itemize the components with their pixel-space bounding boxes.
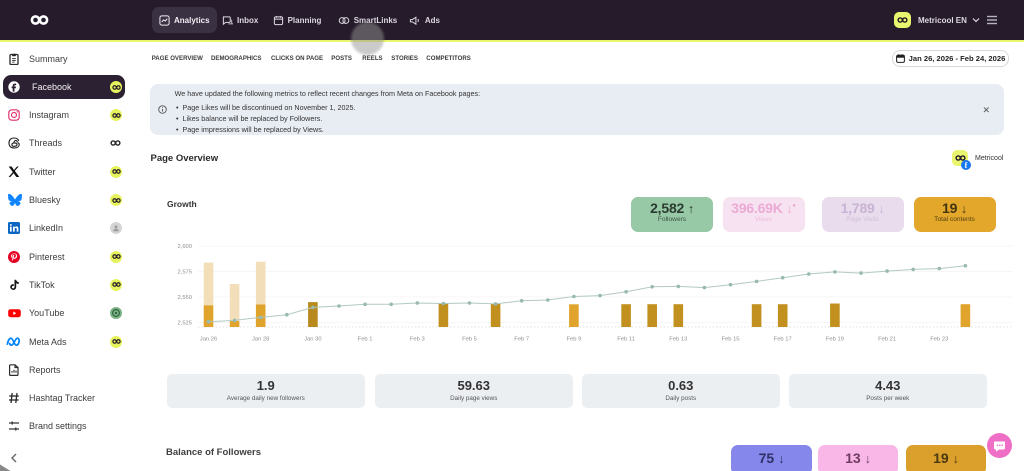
svg-text:Feb 3: Feb 3 — [410, 337, 425, 343]
svg-text:2,575: 2,575 — [177, 269, 192, 275]
svg-text:Feb 9: Feb 9 — [566, 337, 581, 343]
svg-text:Feb 19: Feb 19 — [826, 337, 844, 343]
svg-text:Feb 23: Feb 23 — [930, 337, 948, 343]
svg-text:2,550: 2,550 — [177, 295, 192, 301]
svg-text:Feb 5: Feb 5 — [462, 337, 477, 343]
svg-text:Jan 30: Jan 30 — [304, 337, 321, 343]
svg-text:2,525: 2,525 — [177, 321, 192, 327]
svg-text:Feb 1: Feb 1 — [358, 337, 373, 343]
svg-text:Feb 17: Feb 17 — [774, 337, 792, 343]
svg-text:Jan 26: Jan 26 — [200, 337, 217, 343]
svg-text:Feb 11: Feb 11 — [617, 337, 635, 343]
svg-text:Feb 13: Feb 13 — [669, 337, 687, 343]
svg-text:Feb 21: Feb 21 — [878, 337, 896, 343]
svg-text:Feb 7: Feb 7 — [514, 337, 529, 343]
svg-text:Jan 28: Jan 28 — [252, 337, 269, 343]
svg-text:Feb 15: Feb 15 — [721, 337, 739, 343]
svg-text:2,600: 2,600 — [177, 244, 192, 250]
